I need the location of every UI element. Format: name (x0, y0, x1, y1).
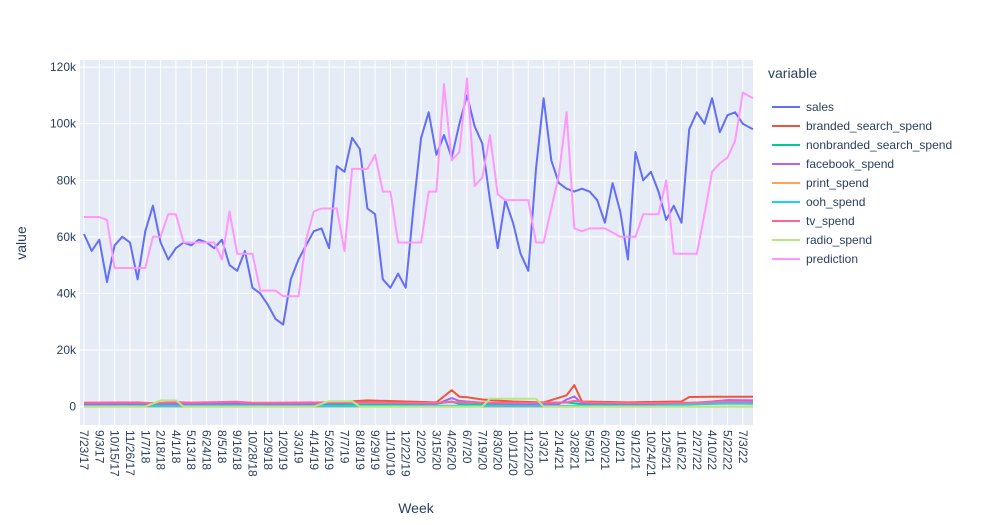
legend-item-label: nonbranded_search_spend (806, 138, 952, 152)
legend-item-label: print_spend (806, 176, 869, 190)
legend-title: variable (768, 65, 817, 81)
x-tick-label: 5/13/18 (184, 430, 198, 470)
x-tick-labels: 7/23/17 9/3/17 10/15/17 11/26/17 1/7/18 2/18/… (77, 430, 750, 477)
x-tick-label: 12/5/21 (659, 430, 673, 470)
x-tick-label: 1/20/19 (276, 430, 290, 470)
x-tick-label: 10/28/18 (246, 430, 260, 477)
x-tick-label: 5/26/19 (322, 430, 336, 470)
legend-item-label: branded_search_spend (806, 119, 932, 133)
x-tick-label: 11/10/19 (383, 430, 397, 476)
x-tick-label: 1/16/22 (675, 430, 689, 470)
x-tick-label: 3/3/19 (291, 430, 305, 464)
y-axis-title: value (13, 226, 29, 260)
series-lines (83, 77, 754, 408)
y-tick-labels: 0 20k 40k 60k 80k 100k 120k (50, 60, 77, 414)
legend-item-label: sales (806, 100, 834, 114)
x-tick-label: 11/26/17 (123, 430, 137, 476)
legend-item-label: ooh_spend (806, 195, 865, 209)
series-line-radio-spend (84, 397, 753, 408)
y-tick-label: 100k (50, 117, 77, 131)
y-tick-label: 60k (57, 230, 77, 244)
legend-item-label: radio_spend (806, 233, 872, 247)
x-tick-label: 4/26/20 (445, 430, 459, 470)
x-tick-label: 8/1/21 (613, 430, 627, 464)
x-tick-label: 4/14/19 (307, 430, 321, 470)
x-tick-label: 4/1/18 (169, 430, 183, 464)
legend-item-label: tv_spend (806, 214, 855, 228)
x-tick-label: 2/18/18 (154, 430, 168, 470)
x-tick-label: 6/24/18 (200, 430, 214, 470)
series-line-tv-spend (83, 399, 754, 405)
x-tick-label: 7/3/22 (736, 430, 750, 464)
x-tick-label: 2/2/20 (414, 430, 428, 464)
x-tick-label: 4/10/22 (705, 430, 719, 470)
x-tick-label: 10/15/17 (108, 430, 122, 477)
x-tick-label: 10/11/20 (506, 430, 520, 476)
x-tick-label: 10/24/21 (644, 430, 658, 477)
legend-item-label: prediction (806, 252, 858, 266)
x-tick-label: 5/9/21 (583, 430, 597, 464)
x-tick-label: 9/29/19 (368, 430, 382, 470)
x-tick-label: 8/30/20 (491, 430, 505, 470)
x-tick-label: 9/16/18 (230, 430, 244, 470)
x-tick-label: 8/18/19 (353, 430, 367, 470)
x-tick-label: 1/3/21 (537, 430, 551, 464)
y-tick-label: 0 (69, 400, 76, 414)
x-tick-label: 6/7/20 (460, 430, 474, 464)
x-tick-label: 7/19/20 (475, 430, 489, 470)
x-tick-label: 7/23/17 (77, 430, 91, 470)
y-tick-label: 120k (50, 60, 77, 74)
x-tick-label: 3/28/21 (567, 430, 581, 470)
y-tick-label: 20k (57, 343, 77, 357)
y-tick-label: 40k (57, 286, 77, 300)
x-tick-label: 11/22/20 (521, 430, 535, 476)
x-tick-label: 2/14/21 (552, 430, 566, 470)
x-tick-label: 12/22/19 (399, 430, 413, 477)
series-line-prediction (84, 77, 754, 298)
legend-item-label: facebook_spend (806, 157, 894, 171)
x-tick-label: 5/22/22 (720, 430, 734, 470)
x-tick-label: 6/20/21 (598, 430, 612, 470)
x-tick-label: 12/9/18 (261, 430, 275, 470)
gridlines (80, 60, 753, 425)
legend: variable sales branded_search_spendnonbra… (768, 65, 952, 266)
y-tick-label: 80k (57, 173, 77, 187)
x-tick-label: 2/27/22 (690, 430, 704, 470)
x-tick-label: 8/5/18 (215, 430, 229, 464)
x-tick-label: 9/12/21 (629, 430, 643, 470)
x-tick-label: 7/7/19 (337, 430, 351, 464)
x-tick-label: 9/3/17 (92, 430, 106, 464)
x-tick-label: 3/15/20 (429, 430, 443, 470)
x-tick-label: 1/7/18 (138, 430, 152, 464)
x-axis-title: Week (398, 500, 435, 516)
